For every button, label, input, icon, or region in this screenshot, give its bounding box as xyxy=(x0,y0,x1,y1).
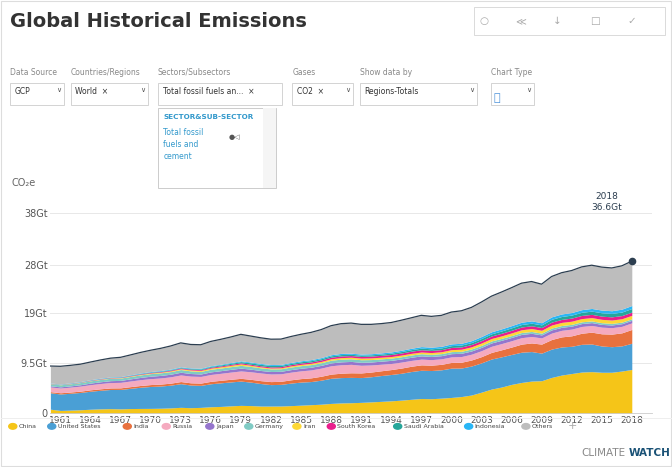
Text: ∨: ∨ xyxy=(469,87,474,93)
Text: GCP: GCP xyxy=(15,87,30,96)
Text: Countries/Regions: Countries/Regions xyxy=(71,68,140,77)
Text: Indonesia: Indonesia xyxy=(474,424,505,429)
Text: ○: ○ xyxy=(479,16,489,26)
Text: Global Historical Emissions: Global Historical Emissions xyxy=(10,12,307,31)
Text: Japan: Japan xyxy=(216,424,233,429)
Text: China: China xyxy=(19,424,37,429)
Text: Show data by: Show data by xyxy=(360,68,412,77)
Text: Total fossil fuels an...  ×: Total fossil fuels an... × xyxy=(163,87,254,96)
Point xyxy=(626,257,637,265)
Text: CO2  ×: CO2 × xyxy=(297,87,324,96)
Text: Others: Others xyxy=(532,424,553,429)
Text: Total fossil
fuels and
cement: Total fossil fuels and cement xyxy=(163,128,204,161)
Text: ●◁: ●◁ xyxy=(228,134,240,140)
Text: India: India xyxy=(133,424,149,429)
Text: Iran: Iran xyxy=(303,424,315,429)
Text: CO₂e: CO₂e xyxy=(11,178,36,188)
Text: +: + xyxy=(568,421,577,432)
Text: Saudi Arabia: Saudi Arabia xyxy=(404,424,444,429)
Text: Chart Type: Chart Type xyxy=(491,68,532,77)
Text: Russia: Russia xyxy=(172,424,192,429)
Text: ↓: ↓ xyxy=(553,16,562,26)
Text: □: □ xyxy=(590,16,599,26)
Text: Data Source: Data Source xyxy=(10,68,57,77)
Text: ∨: ∨ xyxy=(56,87,61,93)
Text: South Korea: South Korea xyxy=(337,424,376,429)
Text: CLIMATE: CLIMATE xyxy=(581,448,626,458)
Text: ⬛: ⬛ xyxy=(494,93,501,103)
Text: 2018
36.6Gt: 2018 36.6Gt xyxy=(591,192,622,212)
Text: Sectors/Subsectors: Sectors/Subsectors xyxy=(158,68,231,77)
Text: ✓: ✓ xyxy=(627,16,636,26)
Text: ∨: ∨ xyxy=(345,87,350,93)
Text: World  ×: World × xyxy=(75,87,108,96)
Text: SECTOR&SUB-SECTOR: SECTOR&SUB-SECTOR xyxy=(163,114,253,120)
Text: Germany: Germany xyxy=(255,424,284,429)
Text: United States: United States xyxy=(58,424,100,429)
Text: Regions-Totals: Regions-Totals xyxy=(364,87,419,96)
Text: WATCH: WATCH xyxy=(628,448,670,458)
Text: ∨: ∨ xyxy=(140,87,145,93)
Text: Gases: Gases xyxy=(292,68,316,77)
Text: ≪: ≪ xyxy=(515,16,526,26)
Text: ∨: ∨ xyxy=(526,87,532,93)
